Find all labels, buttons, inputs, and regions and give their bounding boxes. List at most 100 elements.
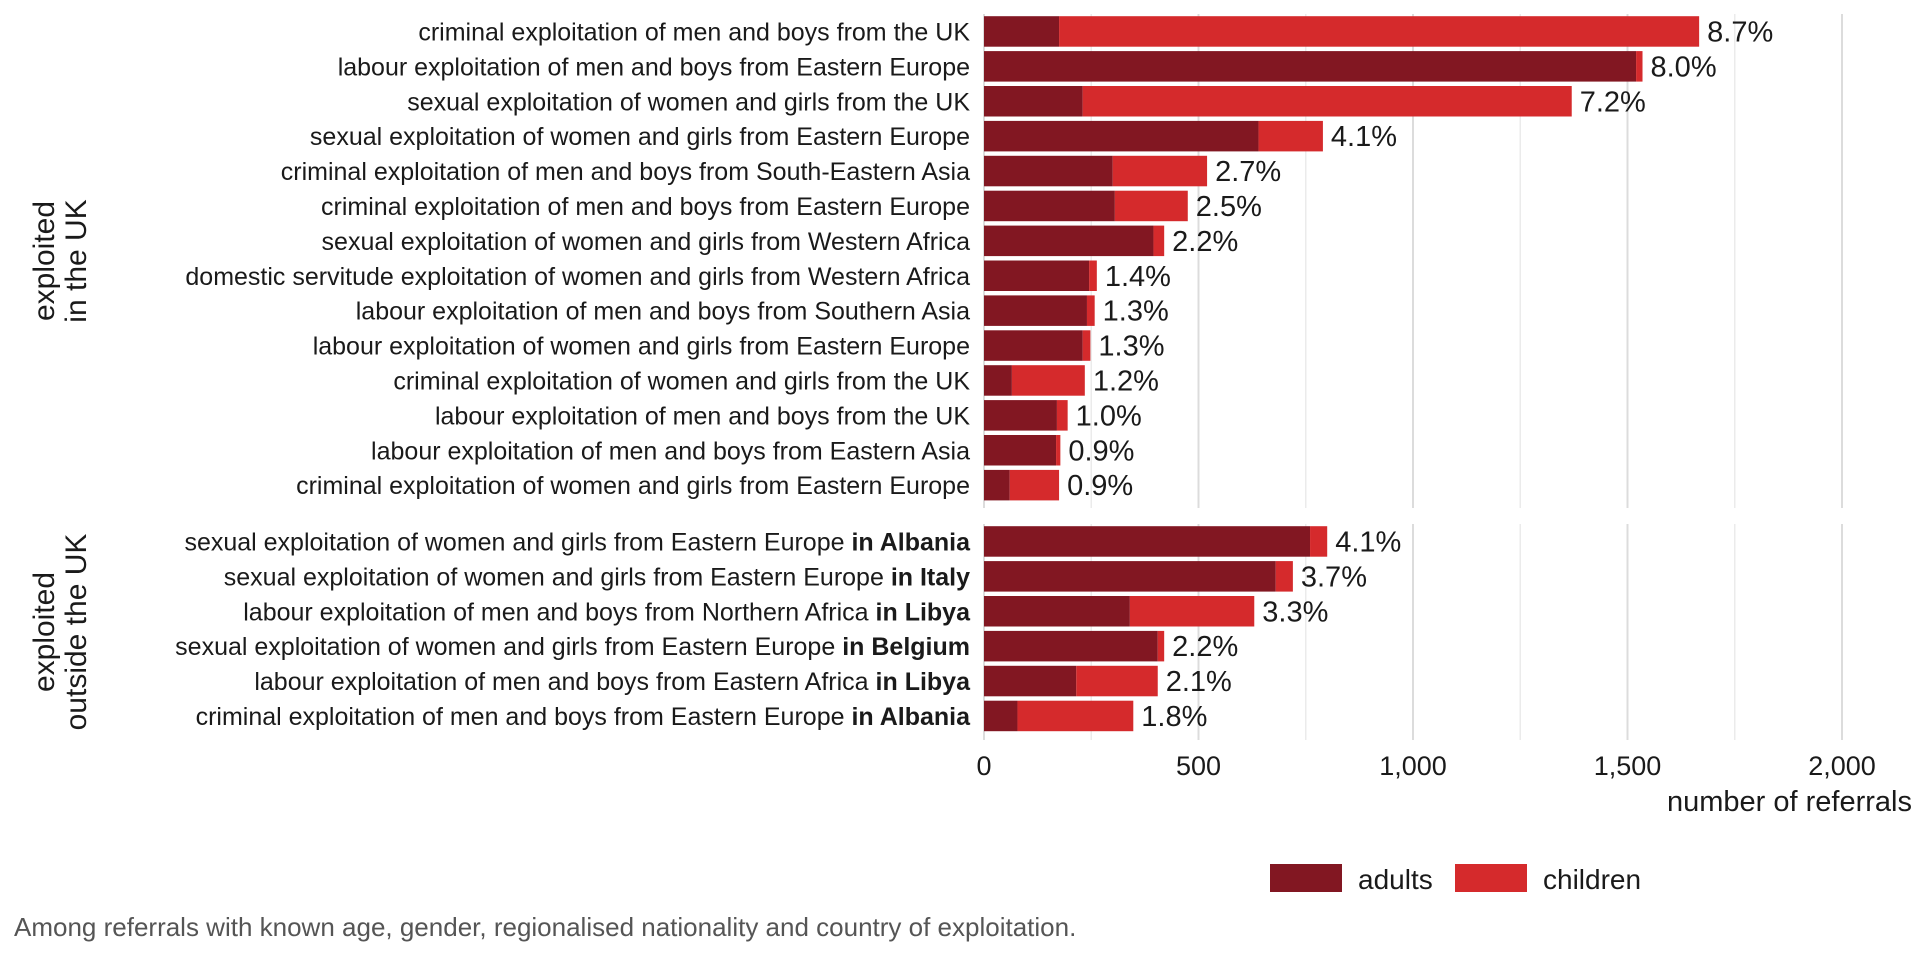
- panel-title-line: in the UK: [60, 199, 93, 322]
- bar-adults: [984, 295, 1087, 326]
- bar-children: [1636, 51, 1643, 82]
- percentage-label: 7.2%: [1580, 86, 1646, 118]
- bar-children: [1114, 190, 1188, 222]
- category-label: criminal exploitation of women and girls…: [393, 367, 970, 395]
- chart-caption: Among referrals with known age, gender, …: [14, 912, 1076, 942]
- category-label-text: sexual exploitation of women and girls f…: [224, 563, 884, 591]
- percentage-label: 1.2%: [1093, 365, 1159, 397]
- bar-adults: [984, 190, 1115, 222]
- category-label: labour exploitation of men and boys from…: [356, 298, 970, 326]
- category-label: sexual exploitation of women and girls f…: [407, 88, 970, 116]
- category-label-space: [835, 633, 842, 661]
- category-label-text: labour exploitation of men and boys from…: [371, 437, 970, 465]
- category-label-text: labour exploitation of men and boys from…: [435, 402, 970, 430]
- category-label: labour exploitation of men and boys from…: [243, 598, 971, 626]
- category-label: sexual exploitation of women and girls f…: [322, 228, 971, 256]
- panel-title: exploitedin the UK: [28, 199, 93, 322]
- category-label: criminal exploitation of men and boys fr…: [418, 18, 970, 46]
- category-label-text: labour exploitation of men and boys from…: [356, 298, 970, 326]
- panel-title-line: exploited: [28, 201, 61, 321]
- category-label-country: in Albania: [851, 528, 971, 556]
- category-label-text: sexual exploitation of women and girls f…: [184, 528, 844, 556]
- category-label: sexual exploitation of women and girls f…: [175, 633, 970, 661]
- percentage-label: 3.3%: [1262, 596, 1328, 628]
- x-tick-label: 0: [976, 751, 991, 781]
- bar-adults: [984, 526, 1311, 557]
- bar-adults: [984, 400, 1057, 431]
- legend-label-adults: adults: [1358, 864, 1433, 895]
- bar-children: [1011, 365, 1085, 396]
- bar-children: [1059, 16, 1700, 47]
- bar-adults: [984, 561, 1276, 592]
- bar-adults: [984, 700, 1018, 732]
- x-tick-label: 1,500: [1594, 751, 1662, 781]
- percentage-label: 4.1%: [1331, 121, 1397, 153]
- bar-adults: [984, 469, 1010, 501]
- percentage-label: 1.3%: [1098, 331, 1164, 363]
- category-label-text: criminal exploitation of men and boys fr…: [418, 18, 970, 46]
- category-label: criminal exploitation of men and boys fr…: [196, 703, 972, 731]
- category-label-text: labour exploitation of men and boys from…: [243, 598, 868, 626]
- bar-adults: [984, 365, 1012, 396]
- category-label-space: [845, 528, 852, 556]
- category-label-space: [869, 668, 876, 696]
- category-label-text: sexual exploitation of women and girls f…: [322, 228, 971, 256]
- percentage-label: 4.1%: [1335, 526, 1401, 558]
- bar-children: [1017, 700, 1134, 732]
- category-label: criminal exploitation of women and girls…: [296, 472, 970, 500]
- bar-children: [1310, 526, 1328, 557]
- category-label-text: domestic servitude exploitation of women…: [185, 263, 970, 291]
- percentage-label: 2.2%: [1172, 226, 1238, 258]
- panel-title-line: outside the UK: [60, 534, 93, 731]
- x-axis-title: number of referrals: [1667, 786, 1912, 818]
- bar-adults: [984, 330, 1083, 361]
- category-label: labour exploitation of men and boys from…: [338, 53, 970, 81]
- category-label: domestic servitude exploitation of women…: [185, 263, 970, 291]
- percentage-label: 1.3%: [1103, 296, 1169, 328]
- bar-children: [1082, 330, 1091, 361]
- bar-children: [1086, 295, 1095, 326]
- category-label-space: [884, 563, 891, 591]
- bar-adults: [984, 16, 1060, 47]
- category-label: labour exploitation of men and boys from…: [371, 437, 970, 465]
- percentage-label: 3.7%: [1301, 561, 1367, 593]
- bar-adults: [984, 630, 1158, 662]
- panel-title: exploitedoutside the UK: [28, 534, 93, 731]
- bar-adults: [984, 260, 1090, 291]
- category-label-country: in Libya: [876, 668, 972, 696]
- bar-adults: [984, 435, 1057, 466]
- category-label-country: in Libya: [876, 598, 972, 626]
- legend-label-children: children: [1543, 864, 1641, 895]
- percentage-label: 1.0%: [1076, 400, 1142, 432]
- category-label-text: criminal exploitation of women and girls…: [393, 367, 970, 395]
- bar-children: [1112, 155, 1208, 187]
- percentage-label: 2.5%: [1196, 191, 1262, 223]
- category-label-text: criminal exploitation of men and boys fr…: [196, 703, 845, 731]
- bar-children: [1129, 596, 1255, 627]
- category-label-space: [869, 598, 876, 626]
- category-label-text: criminal exploitation of men and boys fr…: [321, 193, 970, 221]
- category-label-space: [845, 703, 852, 731]
- bar-children: [1056, 400, 1068, 431]
- category-label: labour exploitation of men and boys from…: [254, 668, 971, 696]
- category-label-text: sexual exploitation of women and girls f…: [310, 123, 970, 151]
- bar-children: [1153, 225, 1165, 257]
- x-tick-label: 500: [1176, 751, 1221, 781]
- bar-adults: [984, 596, 1130, 627]
- bar-adults: [984, 120, 1259, 152]
- percentage-label: 1.4%: [1105, 261, 1171, 293]
- category-label-text: labour exploitation of men and boys from…: [254, 668, 868, 696]
- bar-children: [1082, 86, 1572, 117]
- bar-children: [1089, 260, 1097, 291]
- category-label: sexual exploitation of women and girls f…: [310, 123, 970, 151]
- legend-swatch-children: [1455, 864, 1527, 892]
- category-label: sexual exploitation of women and girls f…: [184, 528, 971, 556]
- percentage-label: 2.7%: [1215, 156, 1281, 188]
- bar-adults: [984, 665, 1077, 697]
- panel-title-line: exploited: [28, 572, 61, 692]
- bar-children: [1258, 120, 1323, 152]
- percentage-label: 2.1%: [1166, 666, 1232, 698]
- category-label-text: criminal exploitation of men and boys fr…: [281, 158, 970, 186]
- percentage-label: 0.9%: [1068, 435, 1134, 467]
